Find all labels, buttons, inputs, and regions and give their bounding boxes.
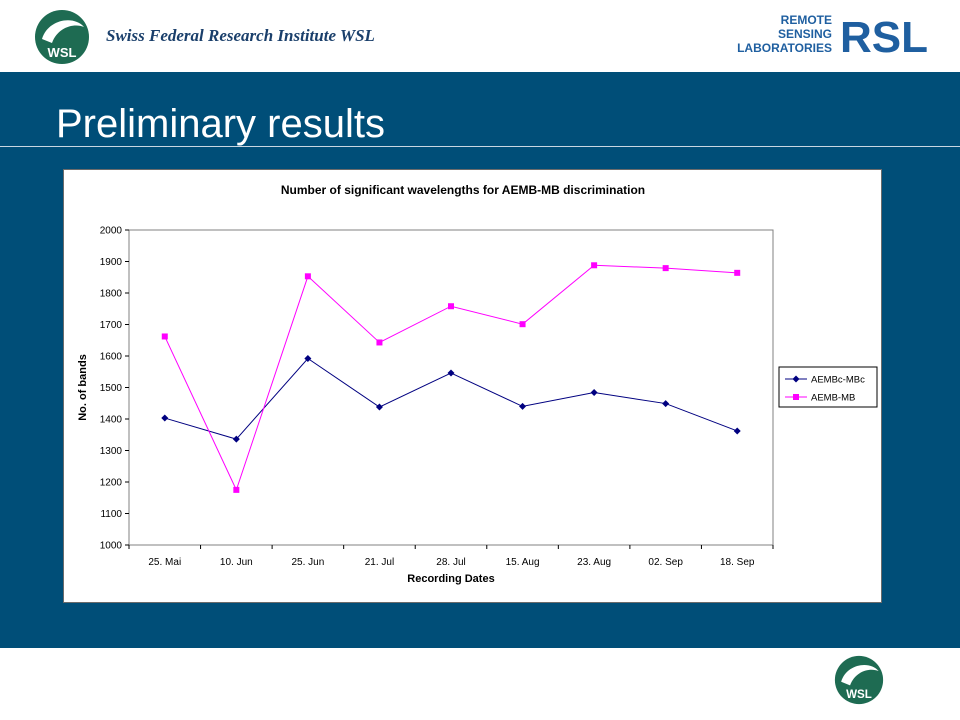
y-tick-label: 1200 (100, 478, 123, 489)
x-tick-label: 28. Jul (436, 557, 465, 568)
x-tick-label: 15. Aug (506, 557, 540, 568)
data-point-1 (447, 369, 455, 377)
slide-title: Preliminary results (56, 102, 385, 146)
data-point-2 (734, 269, 741, 276)
legend-label-1: AEMBc-MBc (811, 375, 865, 386)
series-line-2 (164, 264, 738, 492)
y-axis-label: No. of bands (77, 354, 89, 421)
x-tick-label: 18. Sep (720, 557, 755, 568)
data-point-1 (232, 435, 240, 443)
y-tick-label: 1600 (100, 352, 123, 363)
y-tick-label: 1400 (100, 415, 123, 426)
y-tick-label: 1500 (100, 383, 123, 394)
line-chart: Number of significant wavelengths for AE… (77, 183, 878, 585)
y-tick-label: 2000 (100, 226, 123, 237)
data-point-2 (448, 303, 454, 310)
data-point-1 (375, 403, 383, 411)
legend-marker-1 (792, 375, 800, 383)
rsl-logo-icon: REMOTE SENSING LABORATORIES RSL (737, 13, 928, 56)
x-tick-label: 23. Aug (577, 557, 611, 568)
data-point-1 (662, 400, 670, 408)
y-tick-label: 1300 (100, 446, 123, 457)
data-point-2 (662, 265, 669, 272)
rsl-logo-line3: LABORATORIES (737, 41, 832, 55)
data-point-1 (733, 427, 741, 435)
data-point-1 (519, 402, 527, 410)
data-point-2 (233, 486, 240, 493)
data-point-1 (304, 355, 312, 363)
rsl-logo-line2: SENSING (778, 27, 832, 41)
x-tick-label: 21. Jul (365, 557, 394, 568)
x-axis-label: Recording Dates (407, 573, 494, 585)
y-tick-label: 1100 (100, 509, 122, 520)
data-point-1 (590, 389, 598, 397)
institute-name: Swiss Federal Research Institute WSL (106, 26, 375, 45)
wsl-footer-logo-text: WSL (846, 688, 872, 701)
x-tick-label: 25. Mai (148, 557, 181, 568)
x-tick-label: 10. Jun (220, 557, 253, 568)
slide-header: WSL Swiss Federal Research Institute WSL… (0, 0, 960, 72)
rsl-logo-line1: REMOTE (781, 13, 832, 27)
legend-marker-2 (793, 394, 799, 400)
plot-area (128, 229, 774, 546)
legend-label-2: AEMB-MB (811, 393, 855, 404)
data-point-2 (376, 339, 383, 346)
legend-box (778, 366, 878, 408)
wsl-logo-icon: WSL (35, 10, 89, 64)
data-point-2 (304, 273, 311, 280)
data-point-2 (591, 262, 598, 269)
y-tick-label: 1000 (100, 541, 123, 552)
y-tick-label: 1700 (100, 320, 123, 331)
y-tick-label: 1800 (100, 289, 123, 300)
chart-title: Number of significant wavelengths for AE… (281, 183, 645, 197)
y-tick-label: 1900 (100, 257, 123, 268)
data-point-1 (161, 414, 169, 422)
title-divider (0, 146, 960, 147)
data-point-2 (161, 333, 168, 340)
wsl-logo-text: WSL (48, 45, 77, 60)
x-tick-label: 25. Jun (291, 557, 324, 568)
rsl-logo-mark: RSL (840, 13, 928, 56)
data-point-2 (519, 321, 526, 328)
chart-frame (63, 169, 882, 603)
wsl-footer-logo-icon: WSL (834, 655, 884, 705)
x-tick-label: 02. Sep (648, 557, 683, 568)
